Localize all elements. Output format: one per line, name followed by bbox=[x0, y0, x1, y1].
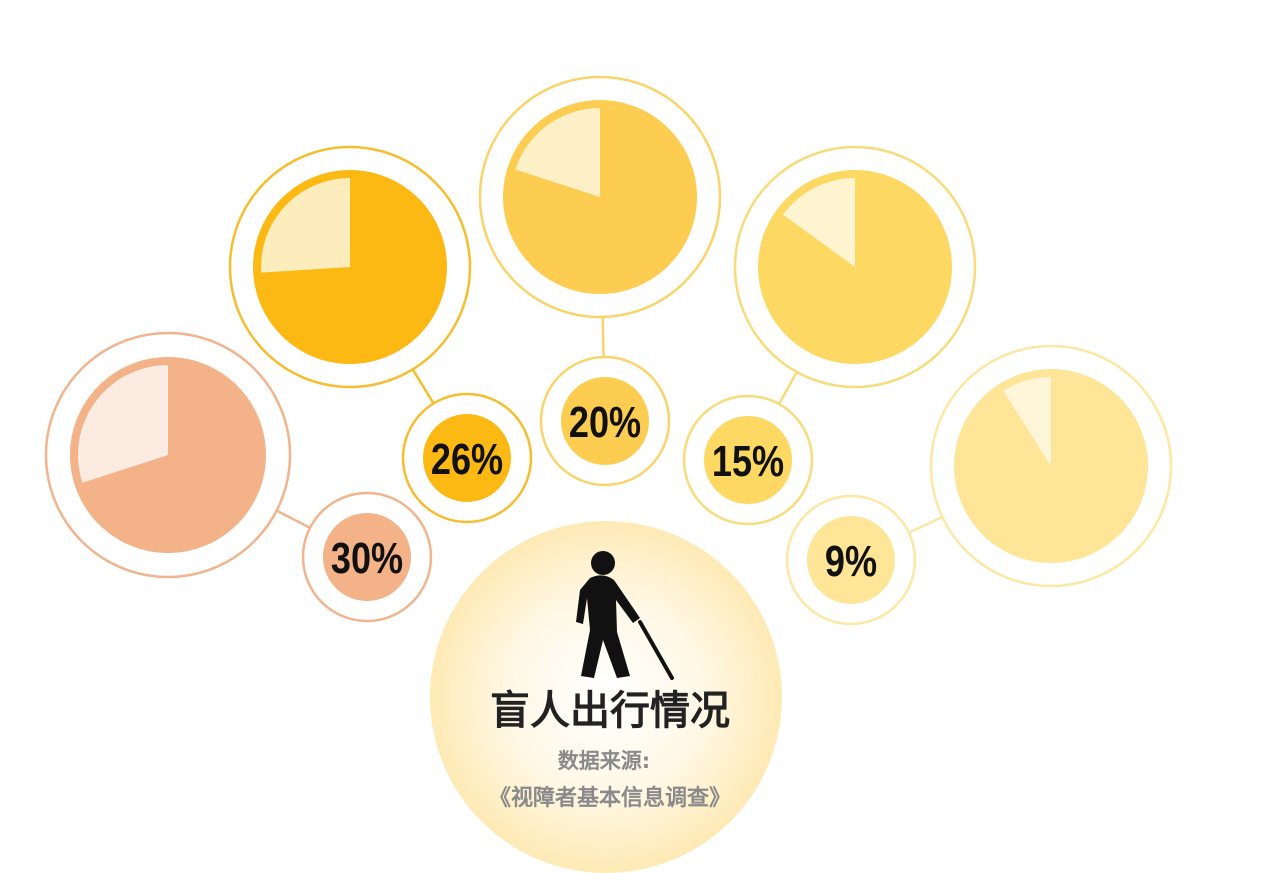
chart-title: 盲人出行情况 bbox=[490, 688, 730, 734]
connector-line bbox=[413, 369, 434, 403]
percent-label: 15% bbox=[712, 437, 784, 486]
pie-group-1: 30% bbox=[46, 333, 431, 621]
percent-label: 30% bbox=[331, 534, 403, 583]
connector-line bbox=[909, 517, 942, 533]
source-label: 数据来源: bbox=[558, 749, 650, 773]
pie-group-2: 26% bbox=[230, 147, 531, 522]
connector-line bbox=[277, 511, 310, 528]
connector-line bbox=[779, 372, 797, 404]
pie-slice-value bbox=[261, 178, 350, 273]
percent-label: 26% bbox=[431, 435, 503, 484]
percent-label: 9% bbox=[825, 537, 877, 586]
source-name: 《视障者基本信息调查》 bbox=[489, 785, 731, 811]
connector-line bbox=[603, 317, 604, 357]
percent-label: 20% bbox=[569, 398, 641, 447]
